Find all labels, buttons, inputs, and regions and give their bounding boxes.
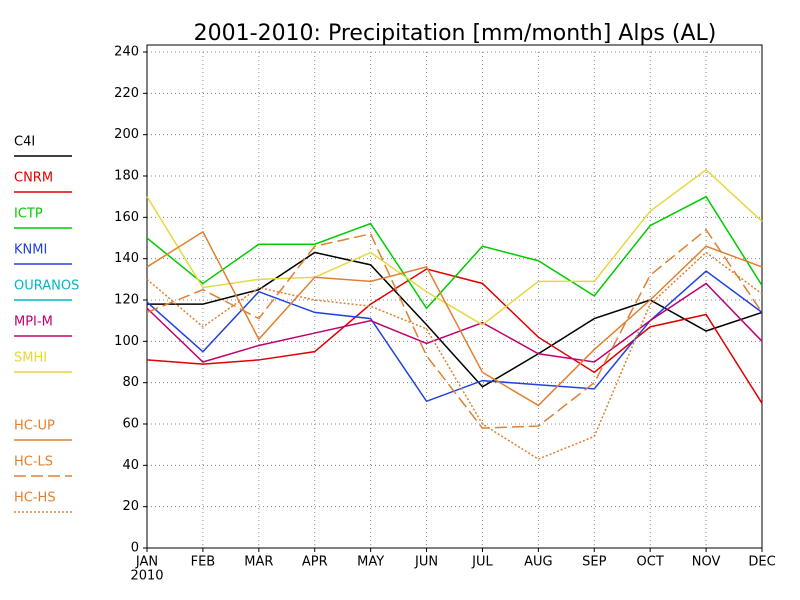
- y-tick-label: 240: [114, 45, 139, 60]
- legend-label: ICTP: [14, 207, 43, 222]
- y-tick-label: 40: [122, 458, 139, 473]
- x-tick-label: APR: [302, 555, 328, 570]
- y-tick-label: 140: [114, 251, 139, 266]
- y-tick-label: 200: [114, 127, 139, 142]
- series-line: [146, 251, 763, 460]
- legend-label: CNRM: [14, 171, 53, 186]
- x-tick-label: JUL: [471, 555, 493, 570]
- series-line: [146, 168, 763, 326]
- legend-label: HC-UP: [14, 419, 55, 434]
- plot-frame: [146, 44, 763, 549]
- legend-label: SMHI: [14, 351, 47, 366]
- series-line: [146, 228, 763, 429]
- x-tick-label: MAY: [357, 555, 384, 570]
- chart-title: 2001-2010: Precipitation [mm/month] Alps…: [194, 21, 717, 46]
- x-tick-label: MAR: [244, 555, 273, 570]
- x-tick-label: AUG: [524, 555, 552, 570]
- y-tick-label: 220: [114, 86, 139, 101]
- x-tick-label: DEC: [748, 555, 775, 570]
- y-tick-label: 100: [114, 334, 139, 349]
- x-tick-label: FEB: [191, 555, 216, 570]
- x-tick-label: JAN: [135, 555, 158, 570]
- y-tick-label: 60: [122, 417, 139, 432]
- y-tick-label: 20: [122, 499, 139, 514]
- legend-label: MPI-M: [14, 315, 53, 330]
- series-line: [146, 270, 763, 403]
- x-tick-label: OCT: [637, 555, 664, 570]
- x-tick-label: NOV: [692, 555, 721, 570]
- y-tick-label: 0: [131, 541, 139, 556]
- series-line: [146, 268, 763, 404]
- legend-label: KNMI: [14, 243, 47, 258]
- series-line: [146, 230, 763, 407]
- legend-label: HC-HS: [14, 491, 56, 506]
- y-tick-label: 180: [114, 169, 139, 184]
- series-line: [146, 282, 763, 363]
- y-tick-label: 120: [114, 293, 139, 308]
- series-line: [146, 195, 763, 310]
- y-tick-label: 80: [122, 375, 139, 390]
- x-tick-label: JUN: [414, 555, 438, 570]
- x-year-label: 2010: [130, 569, 163, 584]
- x-tick-label: SEP: [582, 555, 606, 570]
- legend-label: OURANOS: [14, 279, 79, 294]
- y-tick-label: 160: [114, 210, 139, 225]
- legend-label: HC-LS: [14, 455, 53, 470]
- series-line: [147, 251, 763, 388]
- legend-label: C4I: [14, 135, 35, 150]
